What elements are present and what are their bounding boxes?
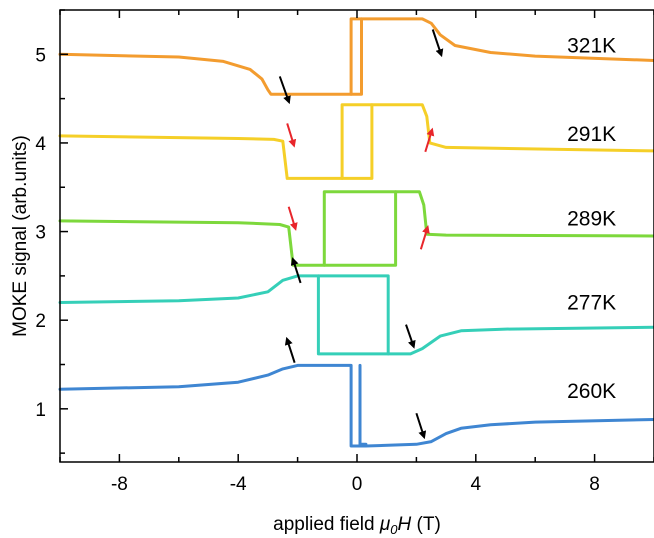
arrow-289k-2 <box>419 225 430 250</box>
x-axis-title: applied field μ0H (T) <box>273 514 441 537</box>
x-axis-title-mu: μ <box>379 514 391 535</box>
series-291k-branch-b <box>340 103 374 180</box>
y-tick-label: 1 <box>35 400 46 421</box>
series-291k-branch-a <box>58 103 654 180</box>
series-260k-branch-b <box>358 363 368 446</box>
x-axis-title-prefix: applied field <box>273 514 380 535</box>
arrow-291k-1 <box>286 123 297 148</box>
series-321k-branch-a <box>58 17 654 96</box>
x-tick-label: -4 <box>230 474 247 495</box>
arrow-277k-1 <box>290 257 302 284</box>
arrow-277k-2 <box>405 324 416 349</box>
x-axis-title-sub: 0 <box>390 522 398 537</box>
series-289k-branch-a <box>58 190 654 267</box>
arrow-321k-2 <box>431 29 444 58</box>
x-tick-label: 8 <box>589 474 600 495</box>
x-axis-ticks: -8 -4 0 4 8 <box>59 10 654 495</box>
curve-label-291k: 291K <box>567 123 616 146</box>
y-axis-title: MOKE signal (arb.units) <box>10 135 31 337</box>
y-tick-label: 3 <box>35 223 46 244</box>
series-277k-branch-a <box>58 274 654 356</box>
x-axis-title-h: H <box>398 514 412 535</box>
y-tick-label: 4 <box>35 134 46 155</box>
series-260k-branch-a <box>58 363 654 448</box>
y-axis-ticks: 1 2 3 4 5 <box>35 9 68 454</box>
arrow-260k-1 <box>284 336 296 364</box>
series-289k-branch-b <box>322 190 398 267</box>
series-277k-branch-b <box>316 274 390 356</box>
curve-label-289k: 289K <box>567 207 616 230</box>
annotation-arrows <box>278 29 444 440</box>
series-321k-branch-b <box>349 17 363 96</box>
curve-label-321k: 321K <box>567 34 616 57</box>
arrow-321k-1 <box>278 76 291 105</box>
arrow-260k-2 <box>415 412 427 440</box>
x-tick-label: 4 <box>471 474 482 495</box>
curve-label-260k: 260K <box>567 380 616 403</box>
x-tick-label: -8 <box>111 474 128 495</box>
x-axis-title-unit: (T) <box>411 514 441 535</box>
arrow-291k-2 <box>424 127 435 153</box>
x-tick-label: 0 <box>352 474 363 495</box>
y-tick-label: 5 <box>35 45 46 66</box>
arrow-289k-1 <box>287 206 298 231</box>
curve-label-277k: 277K <box>567 291 616 314</box>
data-curves <box>58 17 654 448</box>
curve-labels: 321K 291K 289K 277K 260K <box>567 34 616 403</box>
y-tick-label: 2 <box>35 311 46 332</box>
